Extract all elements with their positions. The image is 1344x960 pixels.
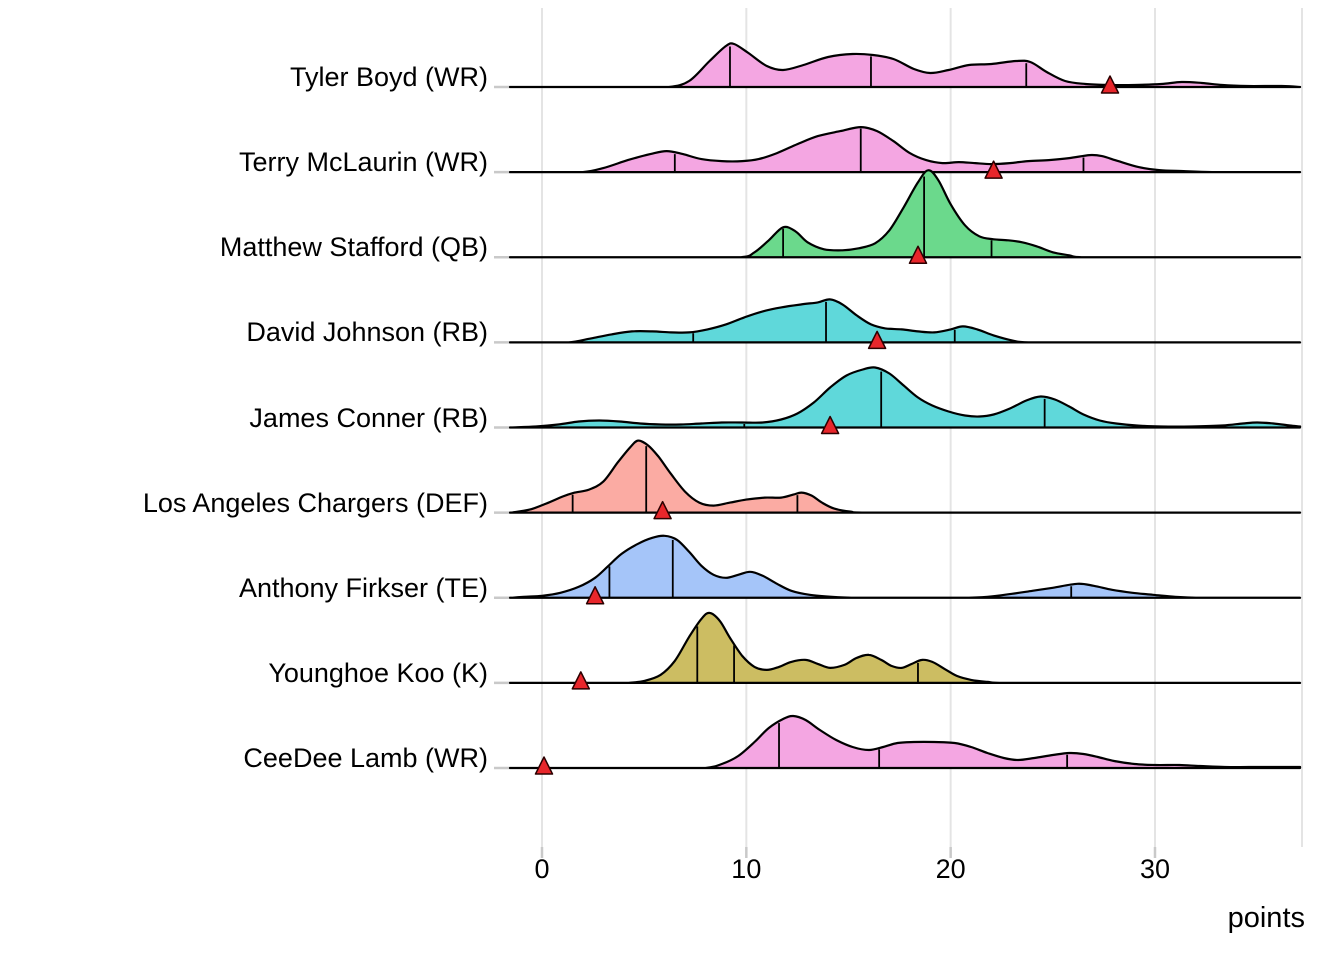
density-curve [508, 366, 1302, 429]
density-curve [508, 611, 1302, 685]
actual-points-marker [571, 671, 591, 690]
density-curve [508, 126, 1302, 174]
actual-points-marker [585, 586, 605, 605]
x-tick-label: 0 [534, 854, 550, 884]
player-label: David Johnson (RB) [246, 317, 488, 348]
x-tick-label: 10 [731, 854, 762, 884]
player-label: James Conner (RB) [249, 402, 488, 433]
density-curve [508, 714, 1302, 770]
actual-points-marker [820, 415, 840, 435]
density-curve [508, 298, 1302, 344]
player-label: Tyler Boyd (WR) [289, 62, 488, 92]
player-label: Younghoe Koo (K) [268, 657, 488, 688]
player-label: Matthew Stafford (QB) [219, 232, 488, 263]
density-curve [508, 42, 1302, 89]
x-tick-label: 20 [935, 854, 966, 884]
actual-points-marker [653, 500, 672, 520]
player-label: Terry McLaurin (WR) [238, 147, 488, 178]
density-curve [508, 439, 1302, 514]
density-curve [508, 169, 1302, 259]
player-label: Los Angeles Chargers (DEF) [142, 487, 488, 518]
actual-points-marker [1100, 75, 1120, 94]
actual-points-marker [908, 245, 928, 264]
player-label: CeeDee Lamb (WR) [243, 743, 488, 773]
x-tick-label: 30 [1139, 854, 1170, 884]
density-curve [508, 534, 1302, 599]
actual-points-marker [534, 756, 554, 775]
player-label: Anthony Firkser (TE) [238, 572, 488, 603]
actual-points-marker [984, 160, 1003, 179]
actual-points-marker [867, 330, 887, 350]
x-axis-title: points [1227, 902, 1305, 934]
